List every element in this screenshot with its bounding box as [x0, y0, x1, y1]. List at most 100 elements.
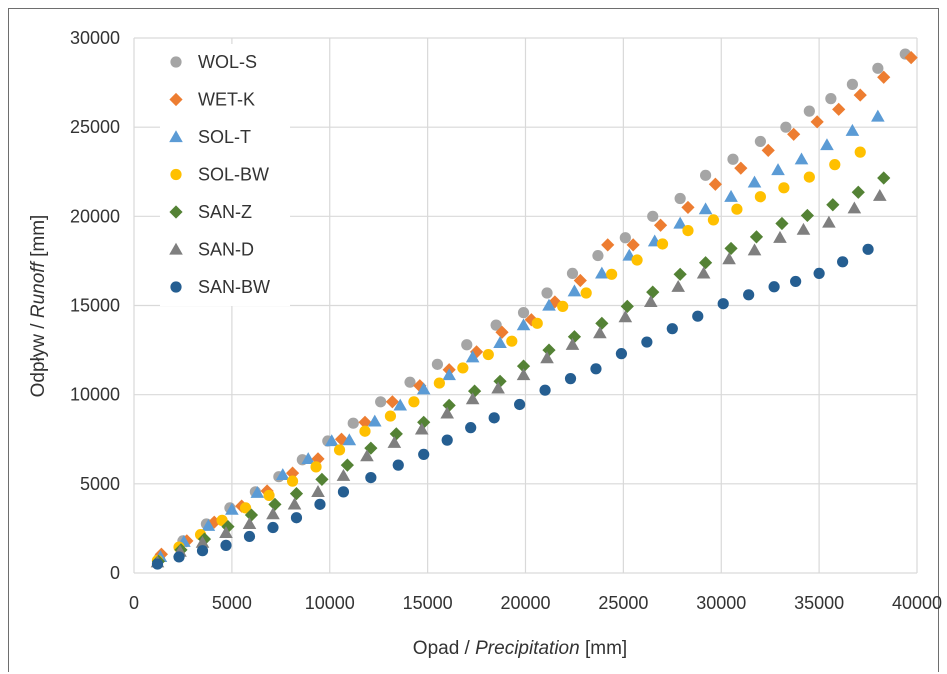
- data-point: [239, 502, 252, 514]
- legend-label: SOL-BW: [198, 165, 269, 185]
- data-point: [656, 238, 669, 250]
- y-tick-label: 20000: [70, 206, 120, 226]
- data-point: [904, 51, 918, 65]
- data-point: [646, 285, 660, 299]
- data-point: [244, 508, 259, 522]
- data-point: [287, 497, 302, 510]
- y-tick-label: 5000: [80, 474, 120, 494]
- data-point: [389, 427, 403, 441]
- legend-label: WOL-S: [198, 52, 257, 72]
- data-point: [333, 444, 346, 456]
- data-point: [873, 189, 887, 201]
- legend-label: SAN-Z: [198, 202, 252, 222]
- data-point: [837, 256, 849, 268]
- data-point: [692, 310, 704, 322]
- data-point: [375, 396, 387, 408]
- data-point: [877, 171, 891, 185]
- data-point: [418, 448, 430, 461]
- data-point: [491, 381, 505, 394]
- x-tick-label: 25000: [598, 593, 648, 613]
- legend-marker: [169, 242, 183, 255]
- data-point: [698, 202, 713, 215]
- x-tick-label: 15000: [403, 593, 453, 613]
- legend-marker: [170, 281, 182, 293]
- legend-item: SAN-D: [169, 240, 254, 260]
- data-point: [516, 318, 531, 331]
- data-point: [647, 210, 659, 222]
- legend-background: [160, 44, 290, 306]
- legend-label: SAN-D: [198, 240, 254, 260]
- data-point: [542, 343, 556, 357]
- data-point: [747, 243, 762, 256]
- data-point: [754, 191, 767, 203]
- x-tick-label: 20000: [500, 593, 550, 613]
- legend-label: WET-K: [198, 90, 255, 110]
- data-point: [442, 398, 456, 412]
- data-point: [219, 526, 233, 538]
- data-point: [275, 468, 290, 481]
- legend-item: WET-K: [169, 90, 255, 110]
- data-point: [393, 398, 408, 411]
- data-point: [367, 414, 382, 427]
- legend: WOL-S WET-K SOL-T SOL-BW SAN-Z SAN-D SAN-BW: [160, 44, 290, 306]
- data-point: [342, 433, 357, 446]
- data-point: [220, 539, 232, 551]
- y-tick-label: 15000: [70, 296, 120, 316]
- legend-marker: [169, 130, 183, 143]
- data-point: [727, 153, 739, 165]
- data-point: [681, 200, 695, 215]
- data-point: [482, 348, 494, 361]
- data-point: [862, 243, 874, 255]
- data-point: [631, 254, 643, 266]
- data-point: [773, 230, 787, 243]
- data-point: [619, 232, 631, 244]
- data-point: [717, 298, 729, 310]
- data-point: [761, 143, 775, 157]
- data-point: [324, 434, 339, 447]
- x-tick-label: 10000: [305, 593, 355, 613]
- data-point: [465, 350, 480, 363]
- data-point: [698, 256, 713, 270]
- data-point: [810, 115, 824, 129]
- data-point: [461, 339, 473, 351]
- data-point: [539, 384, 551, 396]
- data-point: [225, 502, 239, 515]
- y-tick-label: 0: [110, 563, 120, 583]
- data-point: [268, 497, 282, 511]
- data-point: [493, 374, 507, 388]
- data-point: [803, 171, 815, 183]
- data-point: [641, 336, 653, 348]
- data-point: [440, 406, 454, 419]
- data-point: [336, 469, 351, 481]
- data-point: [813, 267, 825, 279]
- data-point: [358, 415, 372, 429]
- x-tick-label: 0: [129, 593, 139, 613]
- data-point: [666, 323, 678, 335]
- data-point: [301, 452, 316, 464]
- data-point: [731, 203, 743, 215]
- data-point: [682, 225, 694, 237]
- y-axis-label: Odpływ / Runoff [mm]: [28, 215, 49, 398]
- data-point: [803, 105, 815, 117]
- y-tick-label: 10000: [70, 385, 120, 405]
- x-axis-ticks: 0 5000 10000 15000 20000 25000 30000 35000 40000: [129, 593, 942, 613]
- data-point: [872, 62, 884, 74]
- data-point: [392, 459, 404, 471]
- data-point: [311, 485, 325, 497]
- data-point: [673, 267, 687, 281]
- data-point: [590, 363, 602, 375]
- y-tick-label: 25000: [70, 117, 120, 137]
- data-point: [724, 241, 738, 256]
- data-point: [829, 159, 841, 171]
- data-point: [457, 362, 469, 374]
- data-point: [364, 441, 378, 455]
- data-point: [846, 78, 859, 90]
- data-point: [263, 489, 275, 502]
- data-point: [433, 377, 445, 389]
- data-point: [595, 266, 609, 279]
- legend-item: SAN-BW: [170, 277, 270, 297]
- data-point: [250, 485, 265, 498]
- data-point: [557, 300, 569, 312]
- legend-label: SOL-T: [198, 127, 251, 147]
- data-point: [542, 298, 556, 311]
